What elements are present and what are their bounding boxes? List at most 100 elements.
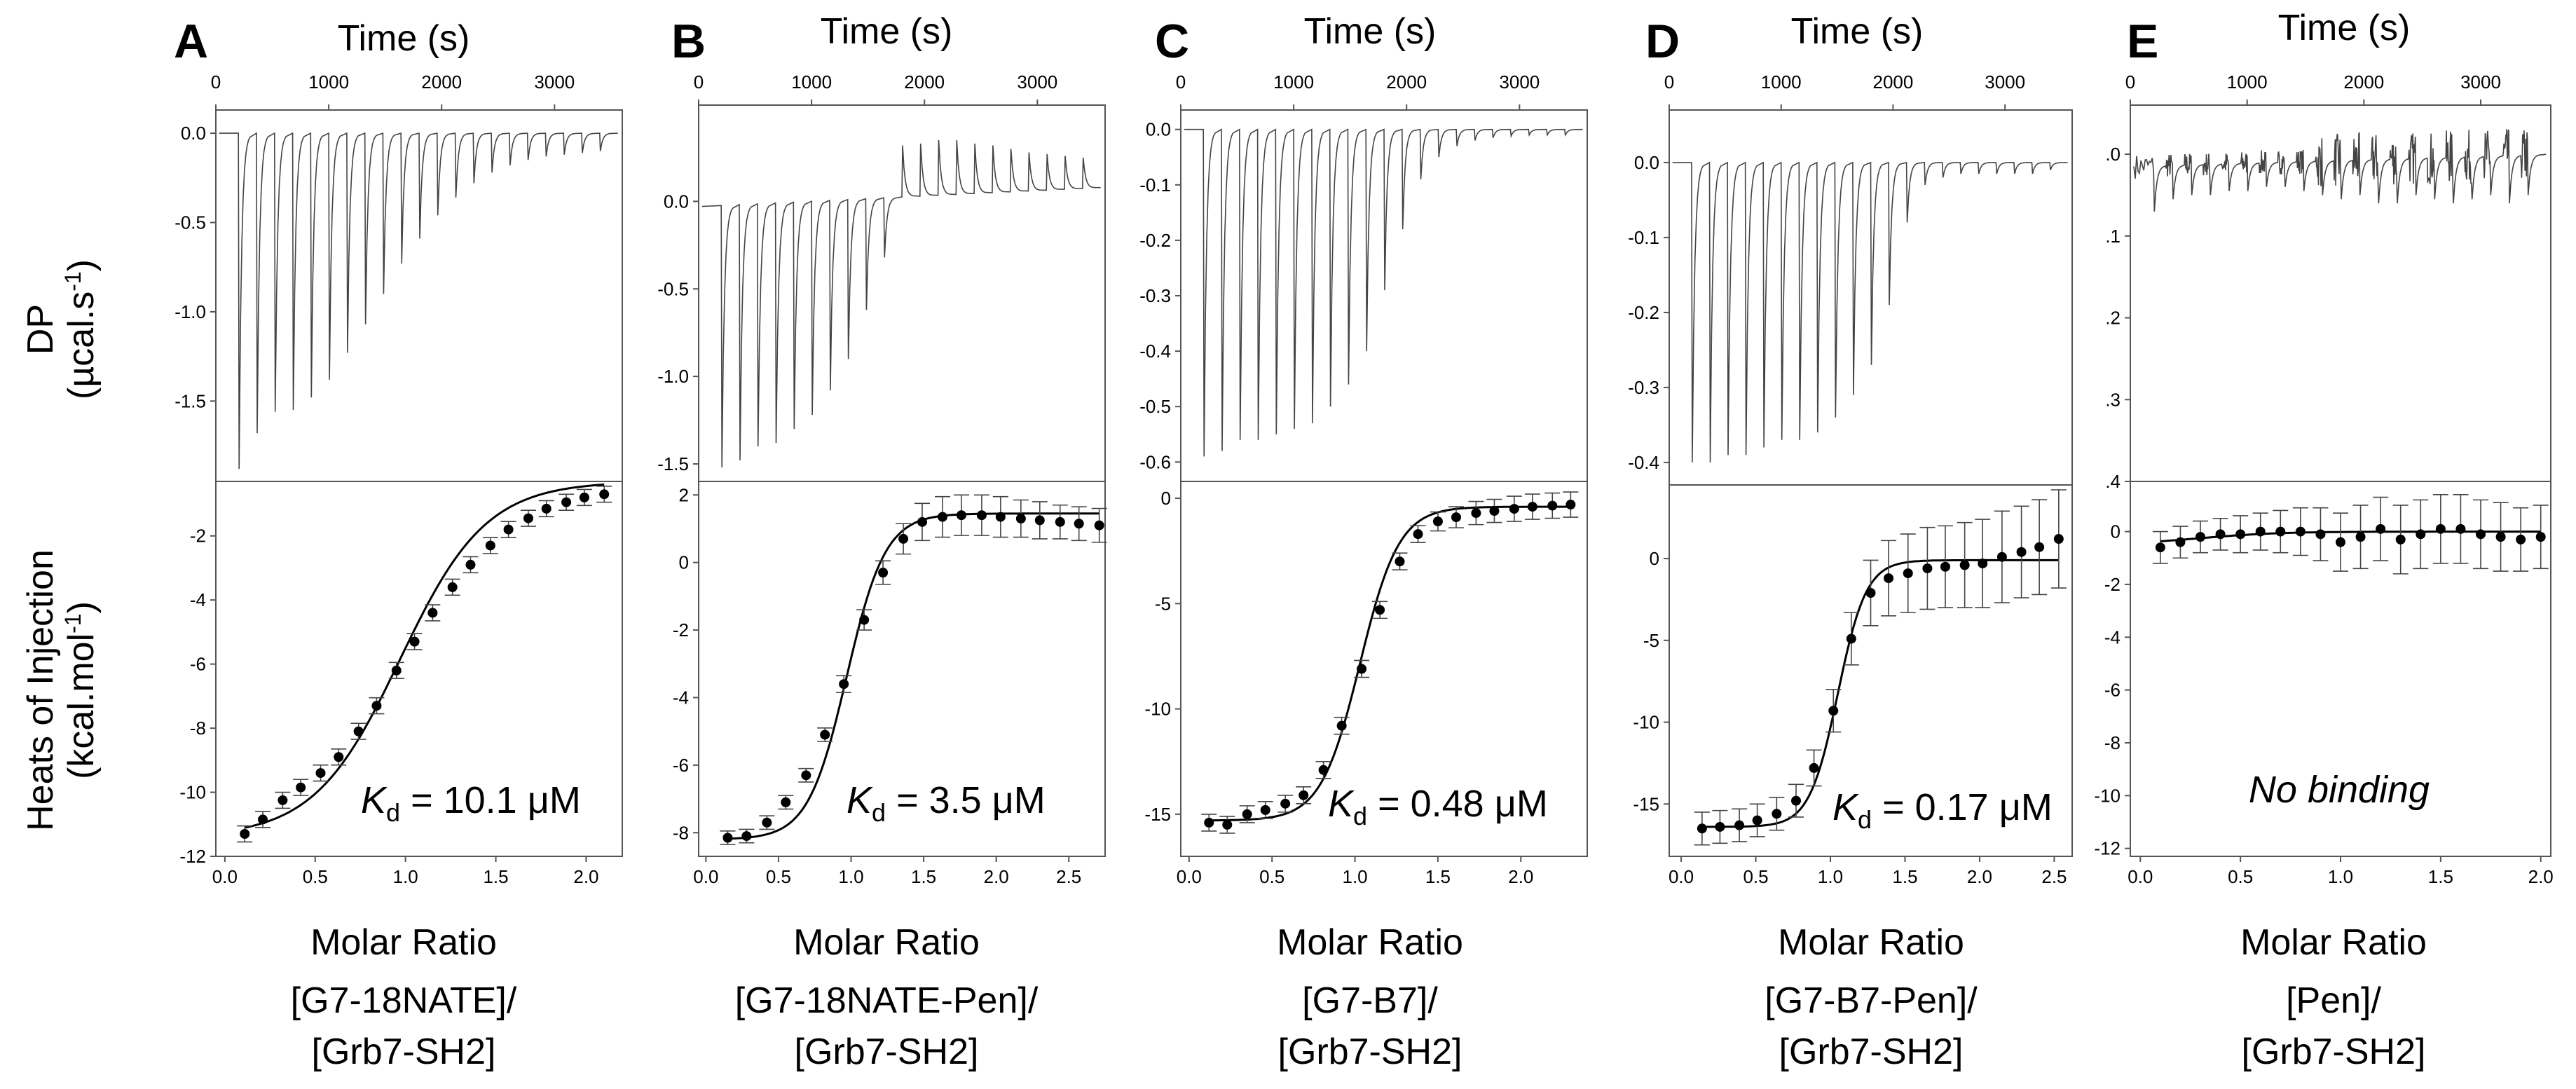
panel-a-ratio-tick-label: 2.0 <box>573 866 598 887</box>
panel-c-dp-tick-label: -0.1 <box>1139 174 1171 196</box>
panel-a-fit-curve <box>244 483 605 829</box>
panel-b-ratio-line1: [G7-18NATE-Pen]/ <box>735 980 1039 1021</box>
panel-d-data-point <box>1884 573 1894 584</box>
panel-d-kd-annotation: Kd = 0.17 μM <box>1832 786 2053 834</box>
panel-a-heats-frame <box>215 481 623 857</box>
panel-b-heat-tick-label: 2 <box>679 484 689 505</box>
panel-e-molar-ratio-label: Molar Ratio <box>2240 922 2427 963</box>
panel-b-data-point <box>781 797 791 807</box>
panel-d: D Time (s) 0 1000 2000 3000 0.0 -0.1 -0.2 -0.3 -… <box>1628 11 2073 1072</box>
panel-e-time-tick-label: 3000 <box>2460 71 2501 93</box>
panel-b-kd-annotation: Kd = 3.5 μM <box>847 779 1046 827</box>
panel-a-time-label: Time (s) <box>338 18 470 59</box>
panel-c-dp-plot: 0 1000 2000 3000 0.0 -0.1 -0.2 -0.3 -0.4 -0.5 -0.6 <box>1139 71 1588 482</box>
panel-a-dp-tick-label: -1.5 <box>174 390 206 411</box>
panel-b-data-point <box>762 817 772 828</box>
panel-e-data-point <box>2315 529 2326 540</box>
panel-d-dp-tick-label: -0.2 <box>1628 302 1659 323</box>
panel-e-heats-plot: 0.0 0.5 1.0 1.5 2.0 0 -2 -4 -6 -8 -10 -12 <box>2094 481 2554 887</box>
panel-c-data-point <box>1432 516 1443 527</box>
panel-c-heat-tick-label: 0 <box>1161 488 1171 509</box>
panel-c-data-point <box>1204 817 1214 828</box>
panel-e-time-label: Time (s) <box>2278 8 2411 48</box>
panel-a-data-point <box>599 489 610 500</box>
panel-c-dp-tick-label: -0.2 <box>1139 230 1171 251</box>
panel-e-heat-tick-label: -10 <box>2094 785 2121 806</box>
panel-d-data-point <box>1846 633 1856 644</box>
panel-e-data-point <box>2355 532 2366 542</box>
panel-c-kd-annotation: Kd = 0.48 μM <box>1328 783 1548 830</box>
panel-a-ratio-line1: [G7-18NATE]/ <box>291 980 517 1021</box>
panel-b-dp-tick-label: 0.0 <box>664 191 689 212</box>
panel-d-heats-frame <box>1669 484 2073 857</box>
panel-e-no-binding-annotation: No binding <box>2249 769 2430 811</box>
panel-d-ratio-tick-label: 2.0 <box>1967 866 1992 887</box>
panel-e-data-point <box>2495 532 2506 542</box>
panel-b-ratio-tick-label: 0.0 <box>693 866 718 887</box>
panel-e-ratio-tick-label: 0.5 <box>2228 866 2253 887</box>
panel-a-data-point <box>465 559 476 570</box>
panel-a: A Time (s) 0 1000 2000 30000.0-0.5-1.0-1.5 … <box>174 15 623 1072</box>
panel-d-data-point <box>1922 563 1933 574</box>
panel-c-ratio-line1: [G7-B7]/ <box>1302 980 1438 1021</box>
panel-e-ratio-tick-label: 0.0 <box>2128 866 2153 887</box>
panel-c-time-tick-label: 0 <box>1176 71 1186 93</box>
panel-e-data-point <box>2416 529 2426 540</box>
heats-axis-label-line1: Heats of Injection <box>20 549 61 831</box>
panel-b-molar-ratio-label: Molar Ratio <box>793 922 980 963</box>
panel-a-heat-tick-label: -10 <box>179 782 206 803</box>
panel-e-data-point <box>2175 537 2186 547</box>
panel-a-dp-tick-label: -0.5 <box>174 212 206 233</box>
panel-c: C Time (s) 0 1000 2000 3000 0.0 -0.1 -0.2 -0.3 -… <box>1139 11 1588 1072</box>
heats-axis-label: Heats of Injection (kcal.mol-1) <box>20 549 102 831</box>
panel-e-heat-tick-label: -6 <box>2104 680 2121 701</box>
panel-b-data-point <box>722 833 733 843</box>
panel-d-molar-ratio-label: Molar Ratio <box>1778 922 1964 963</box>
panel-c-heats-frame <box>1180 481 1588 857</box>
panel-c-data-point <box>1547 500 1558 511</box>
panel-e-data-point <box>2215 529 2226 540</box>
panel-c-data-point <box>1527 502 1537 512</box>
panel-a-data-point <box>579 492 589 502</box>
panel-b-time-tick-label: 2000 <box>904 71 945 93</box>
panel-e-time-tick-label: 2000 <box>2343 71 2384 93</box>
panel-b-data-point <box>898 533 909 544</box>
panel-d-data-point <box>1697 823 1707 834</box>
panel-c-data-point <box>1222 819 1233 830</box>
panel-b-data-point <box>820 730 830 740</box>
panel-c-heat-tick-label: -15 <box>1144 804 1171 825</box>
panel-d-data-point <box>1752 815 1762 826</box>
panel-e-heat-tick-label: -4 <box>2104 626 2121 648</box>
panel-e-dp-tick-label: .3 <box>2105 389 2121 410</box>
panel-c-data-point <box>1260 804 1270 815</box>
panel-e-dp-tick-label: .1 <box>2105 226 2121 247</box>
panel-c-dp-tick-label: -0.4 <box>1139 341 1171 362</box>
panel-e-ratio-tick-label: 1.0 <box>2328 866 2353 887</box>
panel-e-time-tick-label: 0 <box>2125 71 2135 93</box>
panel-c-fit-curve <box>1209 505 1571 822</box>
panel-e-heat-tick-label: -2 <box>2104 574 2121 595</box>
panel-a-heat-tick-label: -8 <box>190 718 206 739</box>
panel-c-data-point <box>1357 664 1367 674</box>
panel-d-data-point <box>1828 706 1839 716</box>
panel-e-ratio-tick-label: 1.5 <box>2428 866 2453 887</box>
panel-d-data-point <box>1865 588 1876 598</box>
panel-d-data-point <box>1996 552 2007 562</box>
panel-a-data-point <box>503 524 514 535</box>
panel-b-data-point <box>1015 514 1026 524</box>
panel-b: B Time (s) 0 1000 2000 30000.0-0.5-1.0-1.5 … <box>657 11 1107 1072</box>
panel-a-data-point <box>371 701 382 711</box>
panel-b-dp-tick-label: -0.5 <box>657 278 689 299</box>
panel-d-heat-tick-label: 0 <box>1650 548 1659 569</box>
panel-d-heat-tick-label: -5 <box>1643 630 1659 651</box>
panel-d-ratio-line1: [G7-B7-Pen]/ <box>1765 980 1978 1021</box>
panel-b-time-label: Time (s) <box>821 11 953 52</box>
panel-e-ratio-tick-label: 2.0 <box>2528 866 2554 887</box>
panel-a-ratio-tick-label: 0.0 <box>212 866 238 887</box>
panel-e-data-point <box>2395 534 2406 544</box>
panel-a-dp-tick-label: 0.0 <box>181 123 206 144</box>
panel-b-heat-tick-label: -8 <box>673 822 689 843</box>
panel-e-time-tick-label: 1000 <box>2227 71 2268 93</box>
panel-d-ratio-tick-label: 2.5 <box>2041 866 2067 887</box>
panel-a-data-point <box>334 752 344 762</box>
